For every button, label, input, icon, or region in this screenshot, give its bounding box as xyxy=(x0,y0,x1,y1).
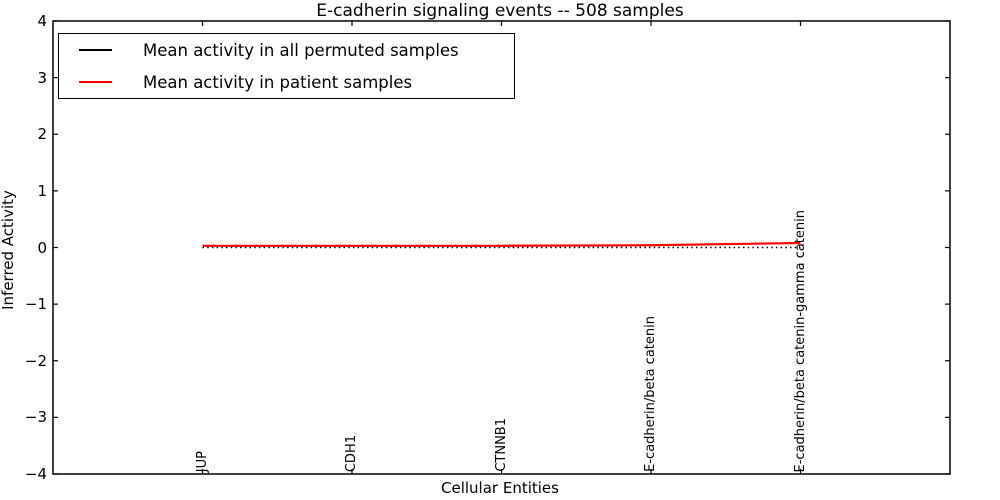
y-tick-label: 4 xyxy=(37,12,47,30)
y-tick-label: −1 xyxy=(24,295,47,314)
y-tick-label: −2 xyxy=(24,351,47,370)
legend-line-sample-permuted xyxy=(79,49,112,51)
y-tick-label: 2 xyxy=(37,125,47,144)
y-tick-label: 3 xyxy=(37,68,47,87)
x-tick-label: CDH1 xyxy=(344,434,359,472)
y-tick-label: 0 xyxy=(37,238,47,257)
legend-item-permuted: Mean activity in all permuted samples xyxy=(59,41,514,60)
x-tick-label: CTNNB1 xyxy=(493,418,509,472)
chart-title: E-cadherin signaling events -- 508 sampl… xyxy=(316,1,684,21)
legend: Mean activity in all permuted samples Me… xyxy=(58,33,515,99)
legend-label-patient: Mean activity in patient samples xyxy=(143,72,413,92)
legend-item-patient: Mean activity in patient samples xyxy=(59,73,514,92)
y-tick-label: −4 xyxy=(24,465,47,483)
patient-mean-line xyxy=(202,241,801,247)
x-tick-label: JUP xyxy=(194,450,210,472)
x-tick-label: E-cadherin/beta catenin-gamma catenin xyxy=(792,209,808,472)
x-tick-label: E-cadherin/beta catenin xyxy=(643,316,658,472)
legend-label-permuted: Mean activity in all permuted samples xyxy=(143,40,459,60)
y-tick-label: −3 xyxy=(24,408,47,427)
legend-line-sample-patient xyxy=(79,81,112,83)
y-tick-label: 1 xyxy=(37,181,47,200)
x-axis-label: Cellular Entities xyxy=(441,479,559,497)
